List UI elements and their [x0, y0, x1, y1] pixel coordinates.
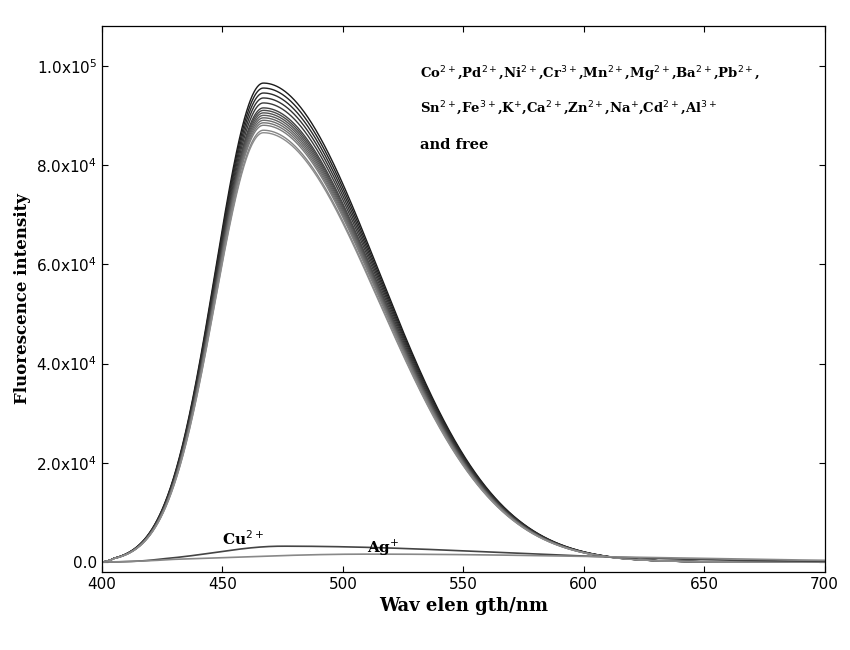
Text: Cu$^{2+}$: Cu$^{2+}$	[223, 530, 264, 548]
Text: and free: and free	[420, 138, 488, 152]
Text: Ag$^{+}$: Ag$^{+}$	[367, 538, 400, 558]
Text: Sn$^{2+}$,Fe$^{3+}$,K$^{+}$,Ca$^{2+}$,Zn$^{2+}$,Na$^{+}$,Cd$^{2+}$,Al$^{3+}$: Sn$^{2+}$,Fe$^{3+}$,K$^{+}$,Ca$^{2+}$,Zn…	[420, 99, 717, 118]
X-axis label: Wav elen gth/nm: Wav elen gth/nm	[379, 597, 547, 616]
Text: Co$^{2+}$,Pd$^{2+}$,Ni$^{2+}$,Cr$^{3+}$,Mn$^{2+}$,Mg$^{2+}$,Ba$^{2+}$,Pb$^{2+}$,: Co$^{2+}$,Pd$^{2+}$,Ni$^{2+}$,Cr$^{3+}$,…	[420, 64, 760, 84]
Y-axis label: Fluorescence intensity: Fluorescence intensity	[14, 194, 31, 404]
